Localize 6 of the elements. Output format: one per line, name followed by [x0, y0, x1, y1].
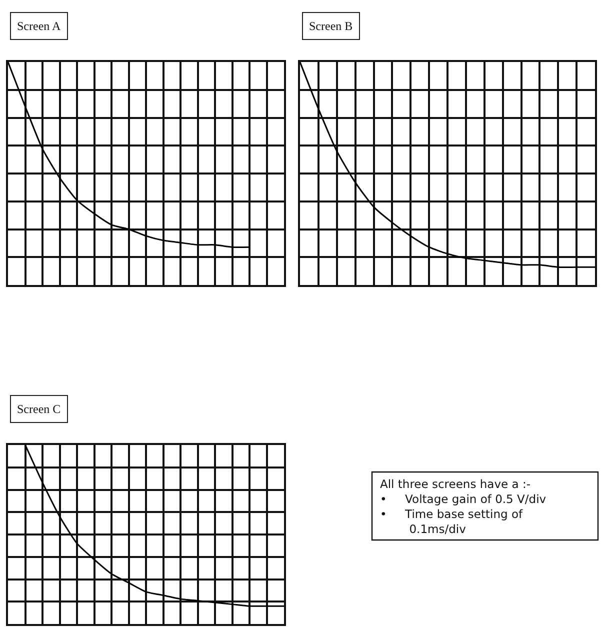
chart-title: Screen A — [17, 19, 61, 33]
chart-title: Screen B — [309, 19, 353, 33]
text: • Time base setting of 0.1ms/div — [380, 506, 524, 536]
text: • Voltage gain of 0.5 V/div — [380, 492, 546, 506]
text: All three screens have a :- — [380, 477, 530, 491]
chart-title: Screen C — [17, 402, 61, 416]
